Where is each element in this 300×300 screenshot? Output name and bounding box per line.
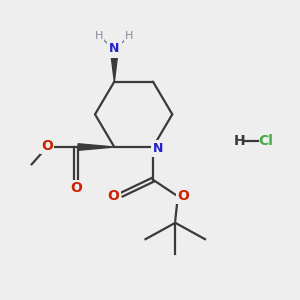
Polygon shape: [110, 50, 118, 82]
Text: H: H: [233, 134, 245, 148]
Text: O: O: [41, 139, 53, 152]
Polygon shape: [78, 144, 114, 150]
Text: N: N: [153, 142, 164, 155]
Text: N: N: [153, 142, 164, 155]
Text: O: O: [70, 181, 82, 195]
Text: H: H: [95, 31, 104, 40]
Text: Cl: Cl: [259, 134, 273, 148]
Text: H: H: [125, 31, 134, 40]
Text: O: O: [107, 189, 119, 203]
Text: O: O: [178, 189, 190, 203]
Text: N: N: [109, 42, 119, 56]
